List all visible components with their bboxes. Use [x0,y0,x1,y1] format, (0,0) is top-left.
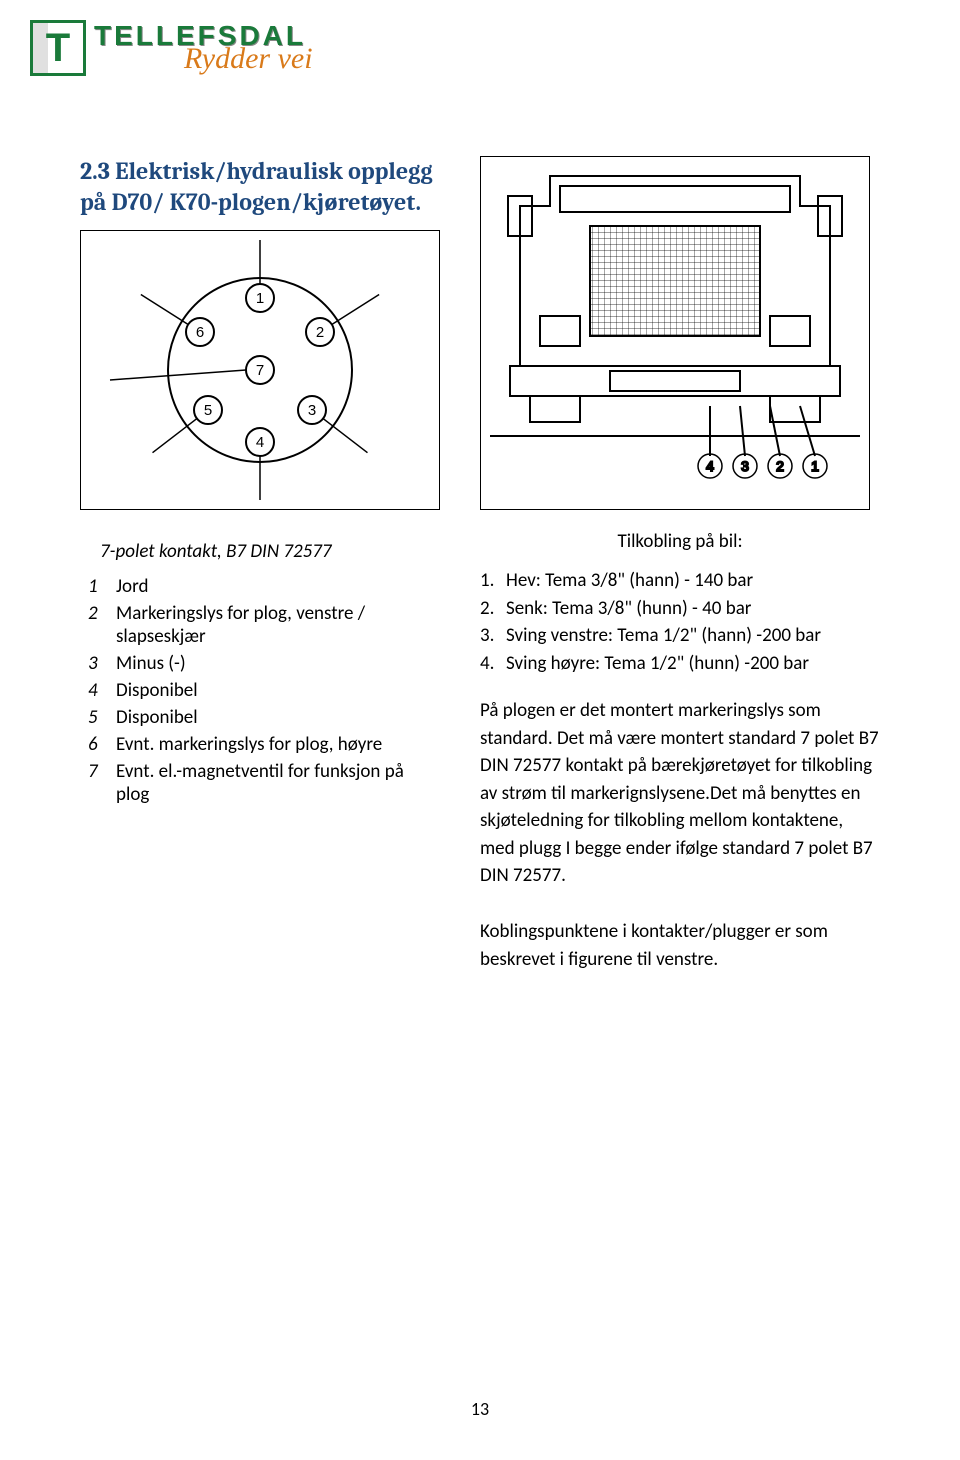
svg-text:7: 7 [256,362,264,379]
connector-diagram: 1 2 3 4 5 6 7 [80,230,440,510]
svg-text:3: 3 [741,458,749,474]
pin-number: 3 [88,650,116,677]
list-text: Senk: Tema 3/8" (hunn) - 40 bar [506,595,880,623]
pin-label: Disponibel [116,677,440,704]
list-text: Sving høyre: Tema 1/2" (hunn) -200 bar [506,650,880,678]
svg-text:1: 1 [256,290,264,307]
list-number: 4. [480,650,506,678]
pin-row: 5Disponibel [88,704,440,731]
pin-number: 4 [88,677,116,704]
svg-text:2: 2 [776,458,784,474]
logo-letter: T [46,26,70,71]
list-item: 3.Sving venstre: Tema 1/2" (hann) -200 b… [480,622,880,650]
pin-row: 7Evnt. el.-magnetventil for funksjon på … [88,758,440,808]
brand-logo: T TELLEFSDAL Rydder vei [30,20,880,76]
list-number: 3. [480,622,506,650]
truck-diagram: 4 3 2 1 [480,156,870,510]
svg-text:4: 4 [706,458,714,474]
list-number: 2. [480,595,506,623]
list-text: Hev: Tema 3/8" (hann) - 140 bar [506,567,880,595]
logo-mark: T [30,20,86,76]
list-number: 1. [480,567,506,595]
svg-text:1: 1 [811,458,819,474]
list-item: 2.Senk: Tema 3/8" (hunn) - 40 bar [480,595,880,623]
logo-text: TELLEFSDAL Rydder vei [94,22,313,74]
paragraph-1: På plogen er det montert markeringslys s… [480,697,880,890]
pin-row: 1Jord [88,573,440,600]
pin-label: Evnt. markeringslys for plog, høyre [116,731,440,758]
logo-tagline: Rydder vei [184,44,313,74]
pin-label: Markeringslys for plog, venstre / slapse… [116,600,440,650]
pin-number: 5 [88,704,116,731]
pin-number: 6 [88,731,116,758]
list-item: 1.Hev: Tema 3/8" (hann) - 140 bar [480,567,880,595]
svg-text:4: 4 [256,434,264,451]
svg-text:5: 5 [204,402,212,419]
svg-text:3: 3 [308,402,316,419]
paragraph-2: Koblingspunktene i kontakter/plugger er … [480,918,880,973]
pin-row: 2Markeringslys for plog, venstre / slaps… [88,600,440,650]
svg-text:2: 2 [316,324,324,341]
list-text: Sving venstre: Tema 1/2" (hann) -200 bar [506,622,880,650]
pin-label: Disponibel [116,704,440,731]
pin-row: 3Minus (-) [88,650,440,677]
page-number: 13 [0,1398,960,1420]
pin-label: Evnt. el.-magnetventil for funksjon på p… [116,758,440,808]
list-item: 4.Sving høyre: Tema 1/2" (hunn) -200 bar [480,650,880,678]
pin-row: 6Evnt. markeringslys for plog, høyre [88,731,440,758]
pin-number: 1 [88,573,116,600]
section-title: 2.3 Elektrisk/hydraulisk opplegg på D70/… [80,156,440,218]
hydraulic-list: 1.Hev: Tema 3/8" (hann) - 140 bar2.Senk:… [480,567,880,677]
pin-number: 2 [88,600,116,650]
pin-table: 1Jord2Markeringslys for plog, venstre / … [88,573,440,808]
pin-label: Jord [116,573,440,600]
truck-heading: Tilkobling på bil: [480,530,880,553]
svg-text:6: 6 [196,324,204,341]
connector-caption: 7-polet kontakt, B7 DIN 72577 [100,540,440,563]
pin-number: 7 [88,758,116,808]
pin-row: 4Disponibel [88,677,440,704]
pin-label: Minus (-) [116,650,440,677]
